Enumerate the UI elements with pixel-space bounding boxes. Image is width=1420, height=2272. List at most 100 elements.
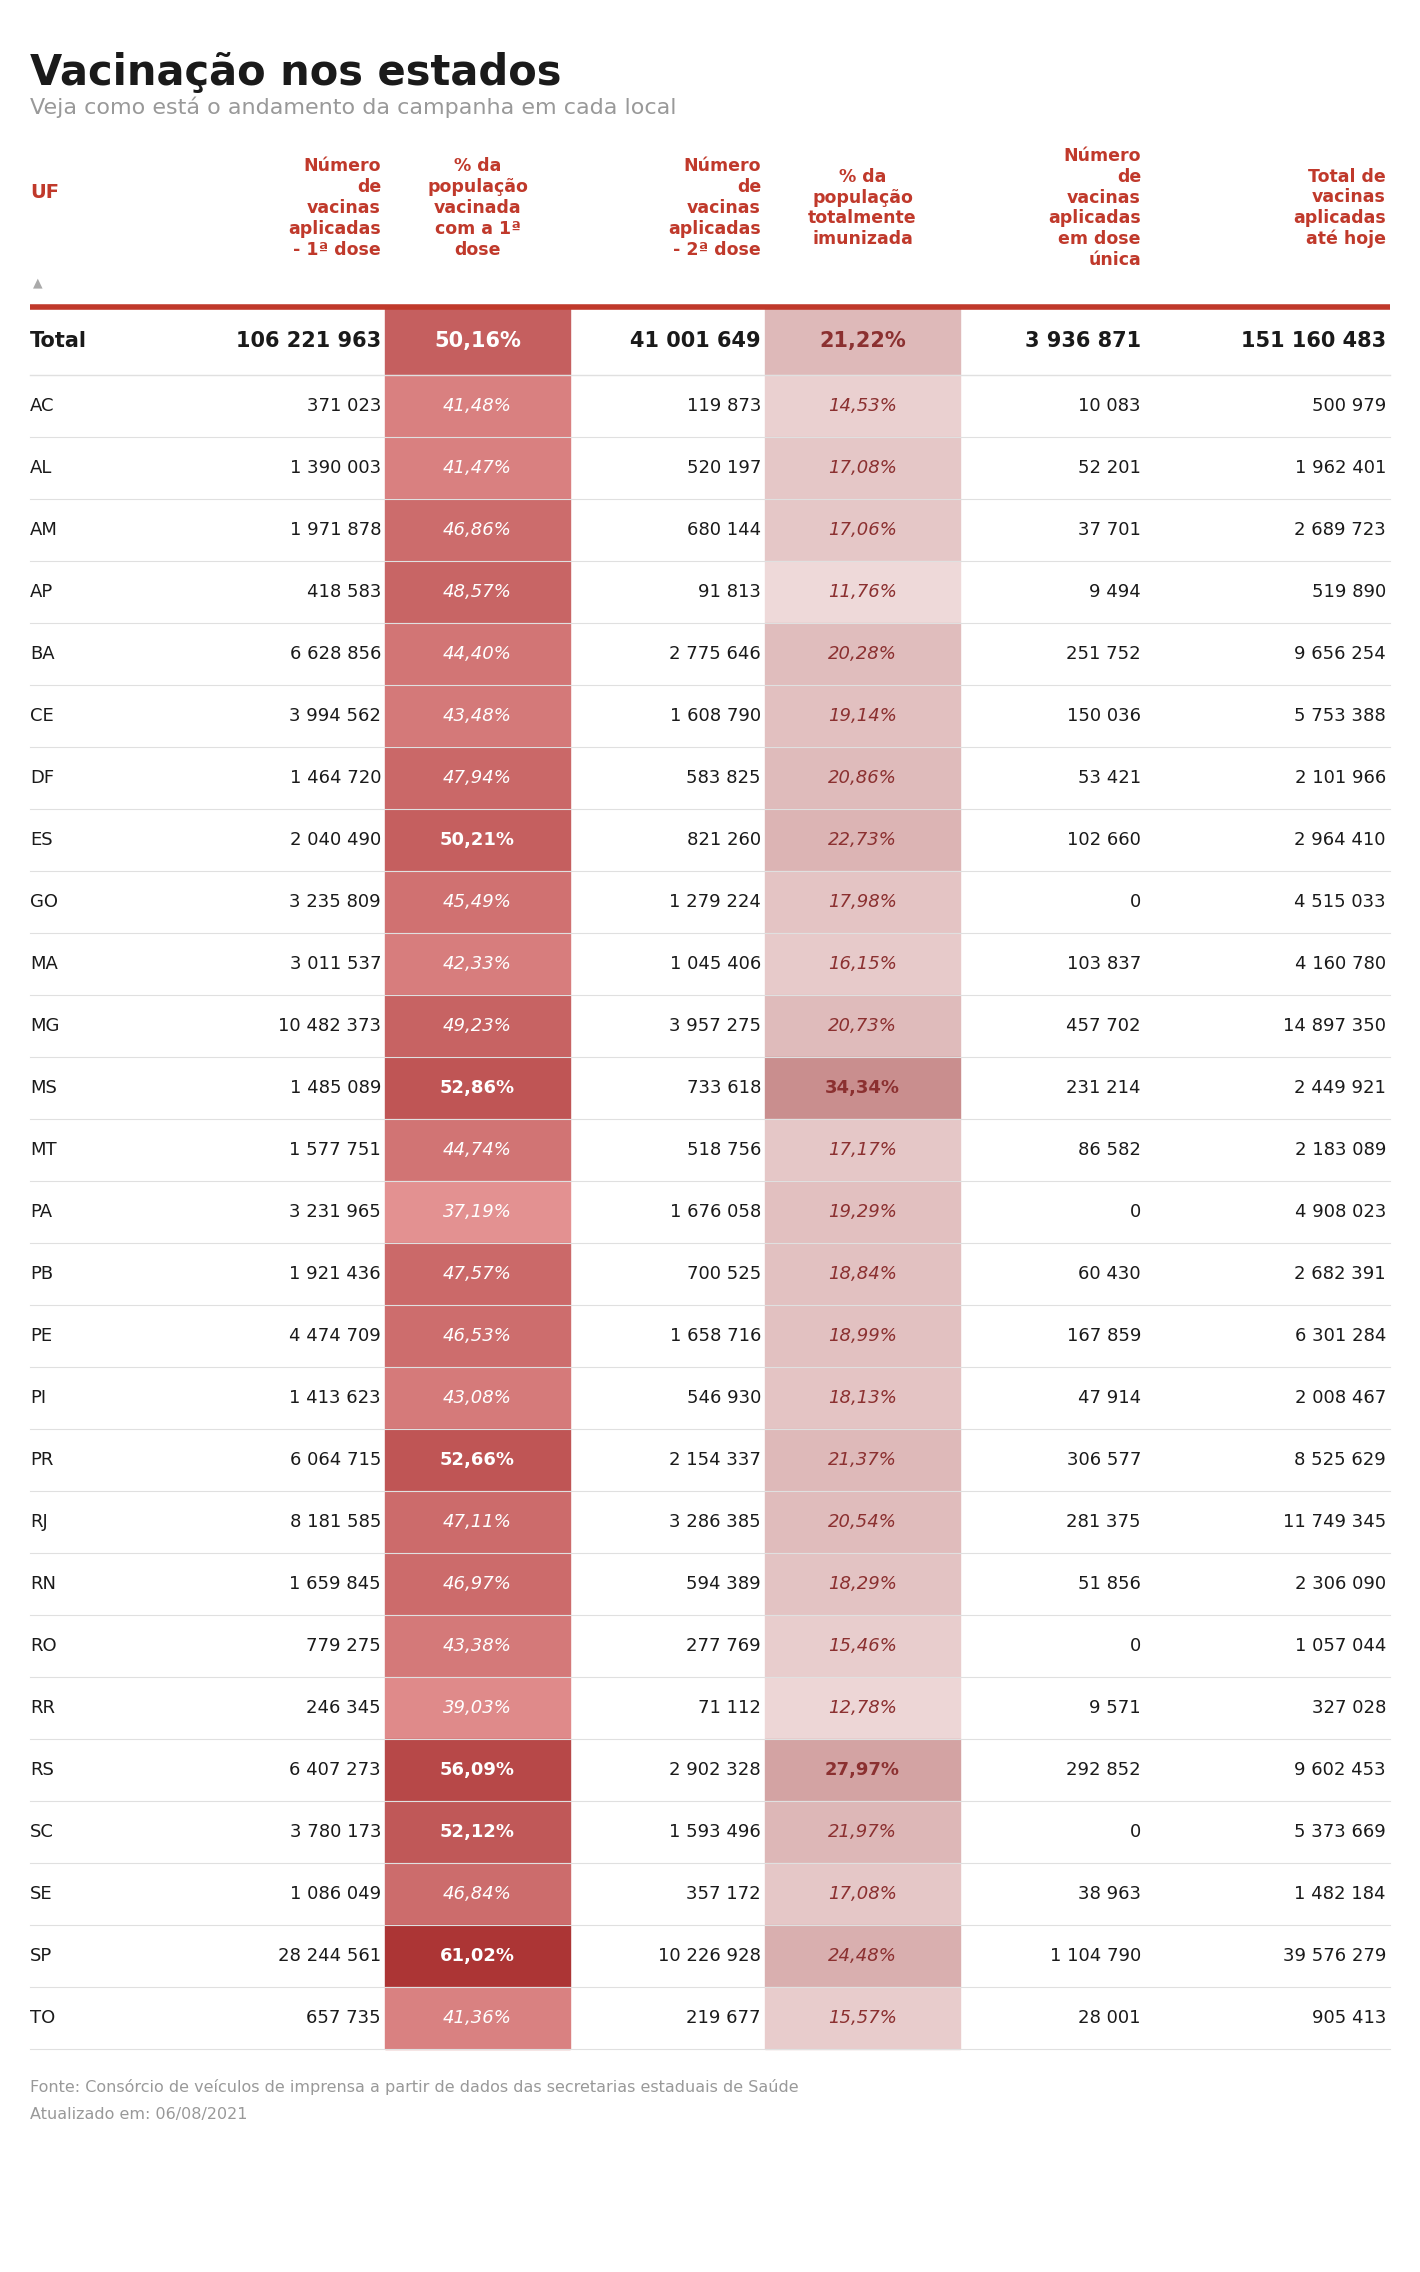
Text: 546 930: 546 930 [687,1388,761,1406]
Text: ES: ES [30,832,53,850]
Text: 8 525 629: 8 525 629 [1294,1452,1386,1470]
Text: 19,29%: 19,29% [828,1202,897,1220]
Text: 21,37%: 21,37% [828,1452,897,1470]
Text: 231 214: 231 214 [1066,1079,1142,1097]
Text: AC: AC [30,398,54,416]
Text: 17,17%: 17,17% [828,1141,897,1159]
Text: 71 112: 71 112 [699,1699,761,1718]
Bar [765,1304,960,1368]
Text: 905 413: 905 413 [1312,2008,1386,2027]
Text: 4 160 780: 4 160 780 [1295,954,1386,972]
Text: 518 756: 518 756 [687,1141,761,1159]
Text: 4 515 033: 4 515 033 [1295,893,1386,911]
Text: 119 873: 119 873 [687,398,761,416]
Text: 50,16%: 50,16% [435,332,521,350]
Text: 24,48%: 24,48% [828,1947,897,1965]
Bar [385,1924,569,1988]
Bar [385,1429,569,1490]
Text: Fonte: Consórcio de veículos de imprensa a partir de dados das secretarias estad: Fonte: Consórcio de veículos de imprensa… [30,2079,798,2095]
Text: TO: TO [30,2008,55,2027]
Text: BA: BA [30,645,54,663]
Text: 2 008 467: 2 008 467 [1295,1388,1386,1406]
Bar [765,1738,960,1802]
Text: 251 752: 251 752 [1066,645,1142,663]
Text: 50,21%: 50,21% [440,832,515,850]
Text: 2 682 391: 2 682 391 [1295,1266,1386,1284]
Text: 15,57%: 15,57% [828,2008,897,2027]
Text: 457 702: 457 702 [1066,1018,1142,1036]
Text: 21,22%: 21,22% [819,332,906,350]
Text: 1 971 878: 1 971 878 [290,520,381,538]
Text: 357 172: 357 172 [686,1886,761,1904]
Text: 0: 0 [1130,1638,1142,1654]
Text: 371 023: 371 023 [307,398,381,416]
Text: 46,84%: 46,84% [443,1886,513,1904]
Text: 27,97%: 27,97% [825,1761,900,1779]
Bar [765,1554,960,1615]
Text: 779 275: 779 275 [307,1638,381,1654]
Bar [765,1615,960,1677]
Text: MA: MA [30,954,58,972]
Text: 18,99%: 18,99% [828,1327,897,1345]
Text: GO: GO [30,893,58,911]
Bar [765,747,960,809]
Text: 1 962 401: 1 962 401 [1295,459,1386,477]
Text: PA: PA [30,1202,53,1220]
Text: 47,11%: 47,11% [443,1513,513,1531]
Text: SE: SE [30,1886,53,1904]
Text: MS: MS [30,1079,57,1097]
Text: 16,15%: 16,15% [828,954,897,972]
Text: 0: 0 [1130,1822,1142,1840]
Text: 6 407 273: 6 407 273 [290,1761,381,1779]
Text: 277 769: 277 769 [686,1638,761,1654]
Bar [385,375,569,436]
Bar [765,307,960,375]
Text: 38 963: 38 963 [1078,1886,1142,1904]
Text: Número
de
vacinas
aplicadas
- 1ª dose: Número de vacinas aplicadas - 1ª dose [288,157,381,259]
Bar [385,870,569,934]
Text: 9 602 453: 9 602 453 [1295,1761,1386,1779]
Bar [765,1368,960,1429]
Text: 10 226 928: 10 226 928 [657,1947,761,1965]
Text: 37 701: 37 701 [1078,520,1142,538]
Bar [385,1490,569,1554]
Text: MG: MG [30,1018,60,1036]
Text: 583 825: 583 825 [686,768,761,786]
Text: 2 306 090: 2 306 090 [1295,1574,1386,1593]
Text: 3 936 871: 3 936 871 [1025,332,1142,350]
Text: PB: PB [30,1266,53,1284]
Text: 19,14%: 19,14% [828,707,897,725]
Text: 52,86%: 52,86% [440,1079,515,1097]
Bar [765,934,960,995]
Text: 306 577: 306 577 [1066,1452,1142,1470]
Text: 86 582: 86 582 [1078,1141,1142,1159]
Text: Total de
vacinas
aplicadas
até hoje: Total de vacinas aplicadas até hoje [1294,168,1386,248]
Text: 46,86%: 46,86% [443,520,513,538]
Bar [765,1429,960,1490]
Text: 11 749 345: 11 749 345 [1282,1513,1386,1531]
Text: 733 618: 733 618 [687,1079,761,1097]
Bar [765,1677,960,1738]
Text: 1 279 224: 1 279 224 [669,893,761,911]
Text: 47,94%: 47,94% [443,768,513,786]
Text: Atualizado em: 06/08/2021: Atualizado em: 06/08/2021 [30,2106,247,2122]
Text: Total: Total [30,332,87,350]
Text: 151 160 483: 151 160 483 [1241,332,1386,350]
Text: RO: RO [30,1638,57,1654]
Text: 20,54%: 20,54% [828,1513,897,1531]
Text: AL: AL [30,459,53,477]
Text: 17,08%: 17,08% [828,1886,897,1904]
Text: 3 957 275: 3 957 275 [669,1018,761,1036]
Text: Vacinação nos estados: Vacinação nos estados [30,52,561,93]
Text: 14 897 350: 14 897 350 [1284,1018,1386,1036]
Bar [765,870,960,934]
Text: AM: AM [30,520,58,538]
Text: 102 660: 102 660 [1066,832,1142,850]
Text: 3 286 385: 3 286 385 [669,1513,761,1531]
Text: 1 659 845: 1 659 845 [290,1574,381,1593]
Text: 1 658 716: 1 658 716 [670,1327,761,1345]
Text: 1 057 044: 1 057 044 [1295,1638,1386,1654]
Text: 47,57%: 47,57% [443,1266,513,1284]
Text: 18,84%: 18,84% [828,1266,897,1284]
Text: 0: 0 [1130,893,1142,911]
